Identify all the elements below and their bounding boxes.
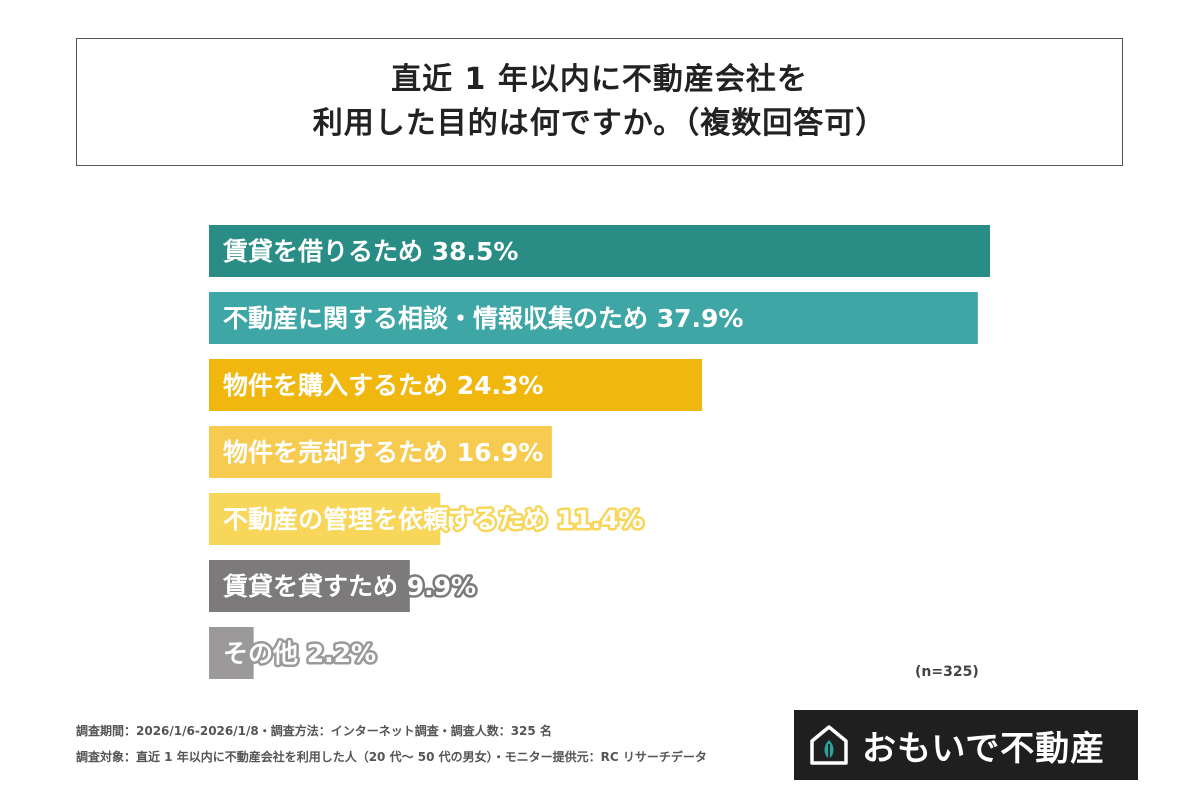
bar-chart: 賃貸を借りるため 38.5% 不動産に関する相談・情報収集のため 37.9% 物件を…	[209, 225, 990, 679]
bar-label-7: その他 2.2%	[223, 639, 376, 668]
bar-2	[209, 292, 978, 344]
survey-target-note: 調査対象：直近 1 年以内に不動産会社を利用した人（20 代〜 50 代の男女）…	[76, 750, 707, 764]
bar-label-6: 賃貸を貸すため 9.9%	[222, 572, 476, 601]
bar-label-5: 不動産の管理を依頼するため 11.4%	[223, 505, 643, 534]
bar-5	[209, 493, 441, 545]
bar-label-1: 賃貸を借りるため 38.5%	[222, 237, 518, 266]
sample-size-label: (n=325)	[915, 664, 979, 680]
survey-period-note: 調査期間：2026/1/6-2026/1/8・調査方法：インターネット調査・調査…	[76, 724, 552, 738]
bar-7	[209, 627, 254, 679]
house-leaf-icon	[810, 725, 848, 765]
brand-logo-text: おもいで不動産	[862, 728, 1106, 769]
chart-title-box: 直近 1 年以内に不動産会社を 利用した目的は何ですか。（複数回答可）	[76, 38, 1123, 166]
bar-3	[209, 359, 702, 411]
bar-label-2: 不動産に関する相談・情報収集のため 37.9%	[223, 304, 743, 333]
bar-4	[209, 426, 552, 478]
chart-title-line-1: 直近 1 年以内に不動産会社を	[391, 62, 808, 97]
bar-label-3: 物件を購入するため 24.3%	[223, 371, 543, 400]
bar-6	[209, 560, 410, 612]
chart-title-line-2: 利用した目的は何ですか。（複数回答可）	[312, 106, 887, 141]
brand-logo: おもいで不動産	[794, 710, 1138, 780]
bar-1	[209, 225, 990, 277]
bar-label-4: 物件を売却するため 16.9%	[223, 438, 543, 467]
